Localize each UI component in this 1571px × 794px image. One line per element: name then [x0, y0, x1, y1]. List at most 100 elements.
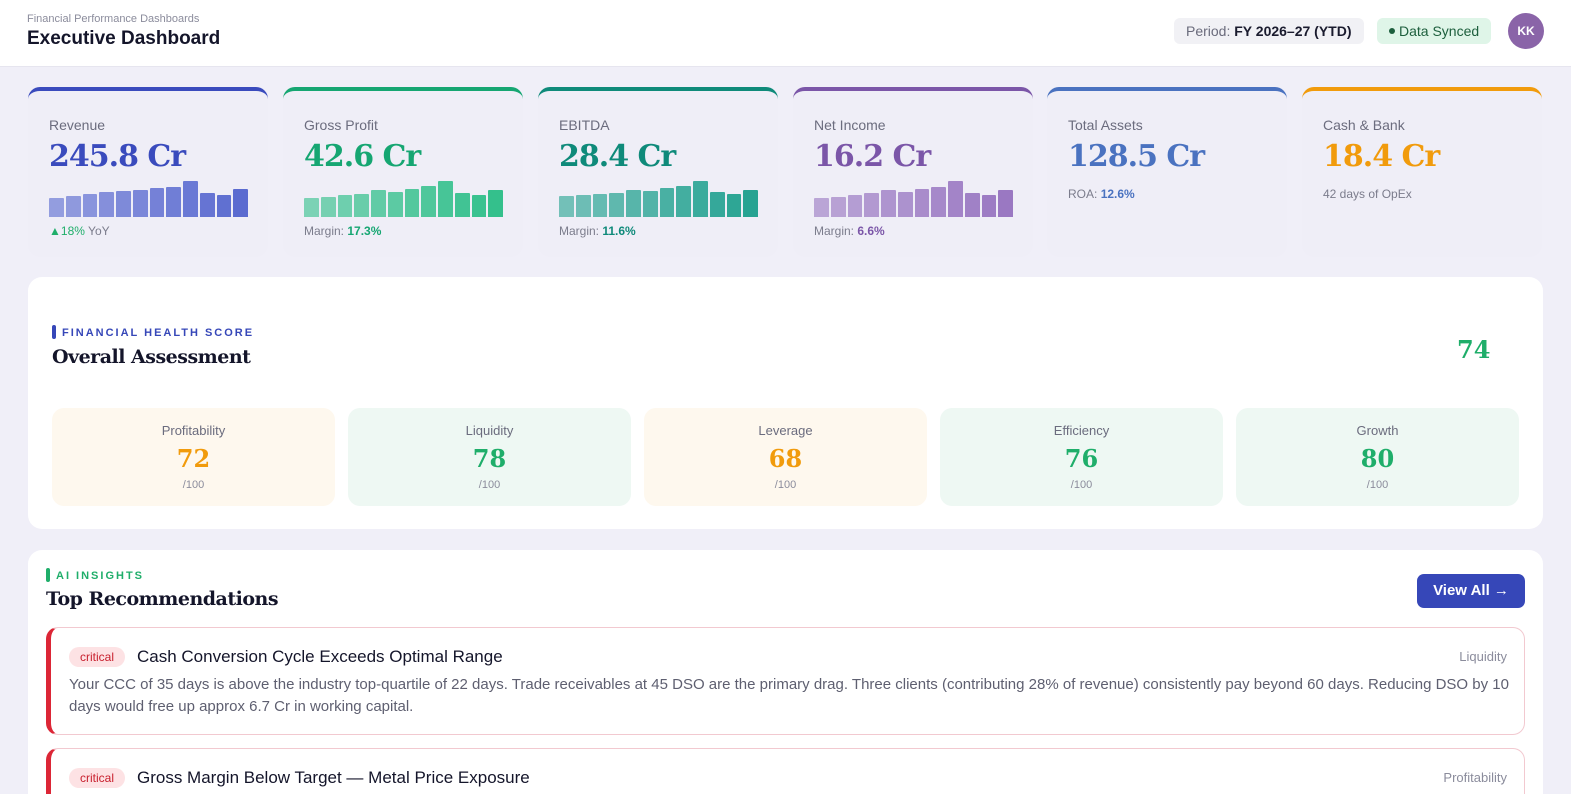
kpi-label: Gross Profit: [304, 117, 378, 133]
score-box-growth[interactable]: Growth 80/100: [1236, 408, 1519, 506]
score-value: 80: [1360, 444, 1395, 473]
sparkline-bar: [354, 193, 369, 217]
sparkline-bar: [99, 191, 114, 217]
breadcrumb[interactable]: Financial Performance Dashboards: [27, 13, 200, 25]
status-dot-icon: [1389, 28, 1395, 35]
tag-marker-icon: [52, 325, 56, 339]
view-all-button[interactable]: View All →: [1417, 574, 1525, 608]
health-score-title: Overall Assessment: [52, 346, 251, 368]
kpi-label: EBITDA: [559, 117, 610, 133]
sparkline-bar: [592, 193, 608, 217]
score-box-efficiency[interactable]: Efficiency 76/100: [940, 408, 1223, 506]
sparkline-bar: [847, 194, 863, 217]
sparkline-bar: [743, 190, 758, 217]
score-max: /100: [1070, 479, 1093, 491]
sparkline-bar: [49, 198, 64, 217]
kpi-label: Revenue: [49, 117, 106, 133]
kpi-card-cash-bank[interactable]: Cash & Bank 18.4 Cr 42 days of OpEx: [1302, 87, 1542, 257]
kpi-sub-prefix: ▲: [49, 224, 61, 238]
sparkline-bar: [320, 196, 336, 217]
sparkline-bar: [421, 186, 436, 217]
overall-score: 74: [1457, 335, 1491, 364]
kpi-sub-value: 18%: [60, 224, 85, 238]
kpi-value: 245.8 Cr: [49, 139, 186, 174]
sparkline-bar: [897, 191, 913, 217]
kpi-card-net-income[interactable]: Net Income 16.2 Cr Margin: 6.6%: [793, 87, 1033, 257]
sparkline-bar: [304, 198, 319, 217]
sync-status-text: Data Synced: [1399, 23, 1480, 39]
sparkline-bar: [964, 193, 980, 217]
recommendation-title: Gross Margin Below Target — Metal Price …: [137, 768, 530, 787]
severity-badge: critical: [69, 768, 126, 788]
sparkline-bar: [404, 188, 420, 217]
kpi-label: Net Income: [814, 117, 886, 133]
sparkline-bar: [609, 192, 624, 217]
period-value: FY 2026–27 (YTD): [1234, 23, 1352, 39]
recommendation-card[interactable]: critical Cash Conversion Cycle Exceeds Op…: [46, 627, 1525, 735]
sparkline-bar: [166, 186, 181, 217]
recommendation-card[interactable]: critical Gross Margin Below Target — Meta…: [46, 748, 1525, 794]
sparkline-bar: [488, 189, 503, 217]
kpi-subtext: 42 days of OpEx: [1323, 187, 1412, 201]
sparkline-bar: [183, 181, 198, 217]
sparkline-bar: [931, 186, 946, 217]
score-max: /100: [774, 479, 797, 491]
recommendation-category: Liquidity: [1459, 649, 1507, 664]
health-score-tag: FINANCIAL HEALTH SCORE: [52, 325, 254, 340]
kpi-card-gross-profit[interactable]: Gross Profit 42.6 Cr Margin: 17.3%: [283, 87, 523, 257]
severity-badge: critical: [69, 647, 126, 667]
kpi-value: 28.4 Cr: [559, 139, 676, 174]
kpi-sub-value: 6.6%: [857, 224, 885, 238]
sparkline-bar: [82, 193, 98, 217]
sparkline-bar: [709, 191, 725, 217]
sparkline-bar: [676, 186, 691, 217]
sparkline-bar: [981, 194, 997, 217]
kpi-label: Cash & Bank: [1323, 117, 1405, 133]
sparkline-bar: [659, 188, 675, 217]
sync-status-badge: Data Synced: [1377, 18, 1492, 44]
period-label: Period:: [1186, 23, 1231, 39]
kpi-sub-suffix: YoY: [88, 224, 110, 238]
kpi-subtext: Margin: 11.6%: [559, 224, 636, 238]
kpi-sub-value: 12.6%: [1100, 187, 1135, 201]
period-selector[interactable]: Period: FY 2026–27 (YTD): [1174, 18, 1364, 44]
sparkline-bar: [642, 191, 658, 217]
sparkline-bar: [948, 181, 963, 217]
score-box-leverage[interactable]: Leverage 68/100: [644, 408, 927, 506]
sparkline-bar: [881, 190, 896, 217]
kpi-sub-value: 17.3%: [347, 224, 382, 238]
score-max: /100: [1366, 479, 1389, 491]
kpi-subtext: Margin: 17.3%: [304, 224, 381, 238]
score-label: Growth: [1356, 423, 1399, 438]
score-label: Efficiency: [1053, 423, 1110, 438]
score-box-profitability[interactable]: Profitability 72/100: [52, 408, 335, 506]
kpi-card-revenue[interactable]: Revenue 245.8 Cr ▲18% YoY: [28, 87, 268, 257]
top-bar: Financial Performance Dashboards Executi…: [0, 0, 1571, 67]
sparkline-bar: [233, 188, 248, 217]
sparkline-bar: [864, 192, 879, 217]
score-max: /100: [478, 479, 501, 491]
kpi-sub-prefix: 42 days of OpEx: [1323, 187, 1412, 201]
kpi-card-ebitda[interactable]: EBITDA 28.4 Cr Margin: 11.6%: [538, 87, 778, 257]
score-label: Leverage: [758, 423, 813, 438]
sparkline-bar: [914, 188, 930, 217]
kpi-sub-prefix: ROA:: [1068, 187, 1098, 201]
kpi-sub-prefix: Margin:: [559, 224, 600, 238]
recommendation-description: Your CCC of 35 days is above the industr…: [69, 676, 1509, 715]
tag-marker-icon: [46, 568, 50, 582]
score-value: 76: [1064, 444, 1099, 473]
score-max: /100: [182, 479, 205, 491]
kpi-subtext: ▲18% YoY: [49, 224, 110, 238]
insights-title: Top Recommendations: [46, 588, 279, 610]
kpi-sparkline: [304, 181, 503, 217]
kpi-card-total-assets[interactable]: Total Assets 128.5 Cr ROA: 12.6%: [1047, 87, 1287, 257]
kpi-sparkline: [49, 181, 248, 217]
kpi-sub-value: 11.6%: [602, 224, 636, 238]
sparkline-bar: [116, 191, 131, 217]
avatar[interactable]: KK: [1508, 13, 1544, 49]
kpi-label: Total Assets: [1068, 117, 1143, 133]
score-box-liquidity[interactable]: Liquidity 78/100: [348, 408, 631, 506]
sparkline-bar: [454, 193, 470, 217]
sparkline-bar: [471, 195, 487, 217]
sparkline-bar: [998, 190, 1013, 217]
